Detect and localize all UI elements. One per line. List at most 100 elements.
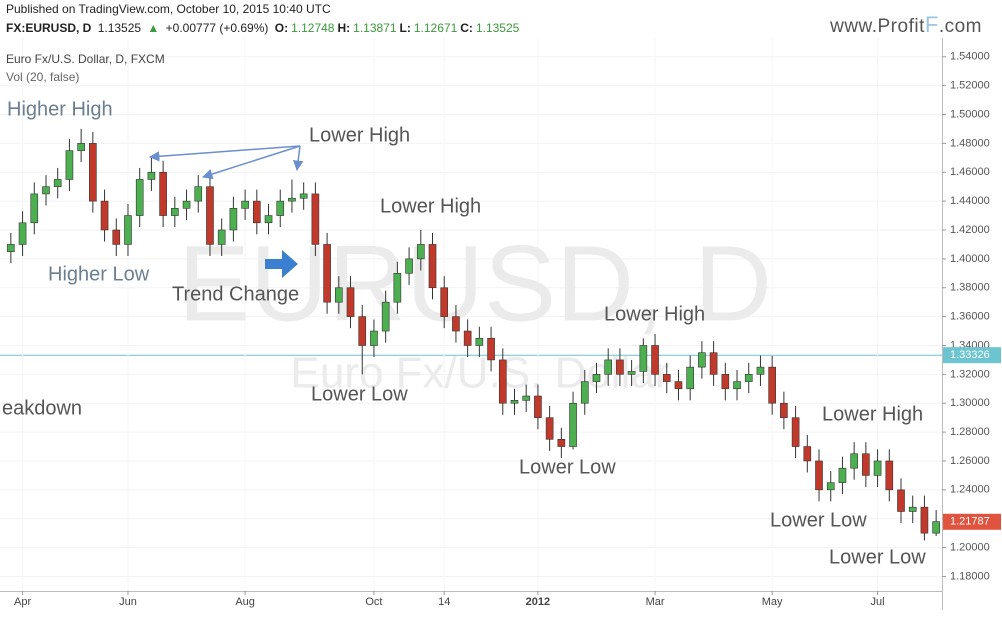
candle-body bbox=[440, 287, 449, 317]
x-tick-label: Jun bbox=[119, 596, 137, 608]
y-tick-label: 1.20000 bbox=[950, 541, 990, 553]
x-tick-label: Oct bbox=[365, 596, 382, 608]
candle-body bbox=[545, 417, 554, 440]
y-tick-label: 1.38000 bbox=[950, 282, 990, 294]
candle-body bbox=[686, 366, 694, 390]
candle-body bbox=[908, 506, 917, 512]
candle-body bbox=[241, 200, 249, 209]
candle-body bbox=[557, 439, 566, 447]
candle-body bbox=[452, 316, 460, 332]
y-tick-label: 1.40000 bbox=[950, 253, 990, 265]
annotation: Lower High bbox=[380, 195, 481, 217]
candle-body bbox=[487, 337, 495, 361]
y-tick-label: 1.50000 bbox=[950, 108, 990, 120]
y-tick-label: 1.30000 bbox=[950, 397, 990, 409]
y-tick-label: 1.42000 bbox=[950, 224, 990, 236]
candle-body bbox=[569, 402, 577, 447]
price-tag-label: 1.33326 bbox=[950, 349, 990, 361]
candle-body bbox=[592, 374, 601, 382]
x-tick-label: 2012 bbox=[526, 596, 550, 608]
candle-body bbox=[159, 171, 167, 216]
candle-body bbox=[627, 371, 636, 375]
candle-body bbox=[182, 200, 191, 209]
price-tag bbox=[943, 513, 1001, 530]
candle-body bbox=[135, 179, 144, 216]
y-tick-label: 1.24000 bbox=[950, 484, 990, 496]
candle-body bbox=[370, 330, 378, 346]
y-tick-label: 1.28000 bbox=[950, 426, 990, 438]
candle-body bbox=[709, 352, 718, 375]
x-tick-label: Apr bbox=[14, 596, 31, 608]
candle-body bbox=[42, 186, 50, 195]
y-tick-label: 1.46000 bbox=[950, 166, 990, 178]
candle-body bbox=[803, 446, 812, 462]
annotation: eakdown bbox=[2, 397, 82, 419]
candle-body bbox=[171, 208, 179, 216]
candle-body bbox=[30, 193, 39, 224]
y-tick-label: 1.48000 bbox=[950, 137, 990, 149]
ohlc-label: H: bbox=[337, 21, 351, 35]
candle-body bbox=[733, 381, 741, 390]
candle-body bbox=[112, 229, 121, 245]
x-tick-label: Mar bbox=[646, 596, 665, 608]
candle-body bbox=[393, 273, 402, 303]
candle-body bbox=[53, 179, 62, 187]
y-tick-label: 1.18000 bbox=[950, 570, 990, 582]
candle-body bbox=[124, 215, 132, 245]
y-tick-label: 1.54000 bbox=[950, 51, 990, 63]
annotation: Lower Low bbox=[829, 546, 926, 568]
price-tag bbox=[943, 347, 1001, 364]
candle-body bbox=[897, 489, 905, 512]
annotation: Lower Low bbox=[519, 456, 616, 478]
trend-arrow bbox=[265, 250, 298, 278]
candle-body bbox=[826, 482, 835, 491]
x-tick-label: May bbox=[762, 596, 783, 608]
candle-body bbox=[381, 301, 390, 332]
candle-body bbox=[791, 417, 800, 447]
candle-body bbox=[932, 521, 940, 534]
annotation: Trend Change bbox=[172, 283, 299, 305]
candle-body bbox=[346, 287, 355, 317]
candle-body bbox=[885, 460, 894, 491]
candle-body bbox=[698, 352, 706, 368]
candle-body bbox=[580, 381, 589, 404]
candle-body bbox=[920, 506, 929, 534]
annotation: Higher High bbox=[7, 98, 113, 120]
candle-body bbox=[815, 460, 823, 491]
candle-body bbox=[498, 359, 507, 404]
ohlc-value: 1.13525 bbox=[475, 21, 520, 35]
candle-body bbox=[850, 453, 858, 469]
candle-body bbox=[288, 197, 296, 202]
candle-body bbox=[77, 143, 85, 151]
candle-body bbox=[510, 400, 519, 404]
candle-body bbox=[662, 374, 671, 382]
logo-b: .com bbox=[938, 16, 982, 37]
candle-body bbox=[147, 171, 156, 180]
candle-body bbox=[416, 244, 425, 260]
annotation: Lower High bbox=[604, 303, 705, 325]
annotation: Lower Low bbox=[311, 383, 408, 405]
candle-body bbox=[463, 330, 472, 346]
legend-title: Euro Fx/U.S. Dollar, D, FXCM bbox=[6, 52, 165, 66]
candle-body bbox=[7, 244, 15, 252]
candle-body bbox=[217, 229, 226, 245]
candle-body bbox=[206, 186, 214, 245]
last-price: 1.13525 bbox=[97, 21, 142, 35]
price-tag-label: 1.21787 bbox=[950, 516, 990, 528]
candle-body bbox=[756, 366, 765, 375]
candle-body bbox=[780, 402, 788, 418]
ohlc-label: C: bbox=[460, 21, 473, 35]
candle-body bbox=[264, 215, 273, 224]
candle-body bbox=[651, 345, 659, 375]
candle-body bbox=[253, 200, 261, 224]
candle-body bbox=[604, 359, 613, 375]
candle-body bbox=[323, 244, 331, 303]
pointer-arrow bbox=[148, 145, 301, 162]
candle-body bbox=[194, 186, 203, 202]
candle-body bbox=[744, 374, 753, 382]
change: +0.00777 (+0.69%) bbox=[165, 21, 269, 35]
candle-body bbox=[65, 150, 74, 180]
